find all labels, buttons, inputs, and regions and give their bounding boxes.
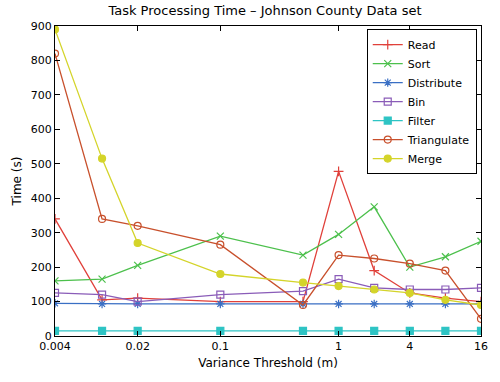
svg-text:Distribute: Distribute	[408, 77, 462, 90]
svg-text:300: 300	[31, 227, 52, 240]
svg-text:4: 4	[406, 340, 413, 353]
svg-text:0.004: 0.004	[39, 340, 71, 353]
svg-text:800: 800	[31, 54, 52, 67]
svg-text:Merge: Merge	[408, 153, 443, 166]
svg-text:100: 100	[31, 295, 52, 308]
svg-text:0: 0	[45, 330, 52, 343]
svg-text:200: 200	[31, 261, 52, 274]
svg-text:Triangulate: Triangulate	[407, 134, 469, 147]
svg-text:600: 600	[31, 123, 52, 136]
svg-text:Variance Threshold (m): Variance Threshold (m)	[198, 356, 338, 370]
svg-text:500: 500	[31, 158, 52, 171]
svg-text:1: 1	[335, 340, 342, 353]
svg-text:Time (s): Time (s)	[10, 157, 24, 207]
svg-text:0.02: 0.02	[125, 340, 150, 353]
svg-text:Filter: Filter	[408, 115, 436, 128]
svg-text:700: 700	[31, 89, 52, 102]
svg-text:Read: Read	[408, 39, 436, 52]
svg-text:Task Processing Time – Johnson: Task Processing Time – Johnson County Da…	[107, 3, 421, 18]
svg-text:900: 900	[31, 20, 52, 33]
svg-text:Sort: Sort	[408, 58, 431, 71]
svg-text:400: 400	[31, 192, 52, 205]
svg-text:16: 16	[474, 340, 488, 353]
svg-text:Bin: Bin	[408, 96, 426, 109]
svg-text:0.1: 0.1	[212, 340, 230, 353]
